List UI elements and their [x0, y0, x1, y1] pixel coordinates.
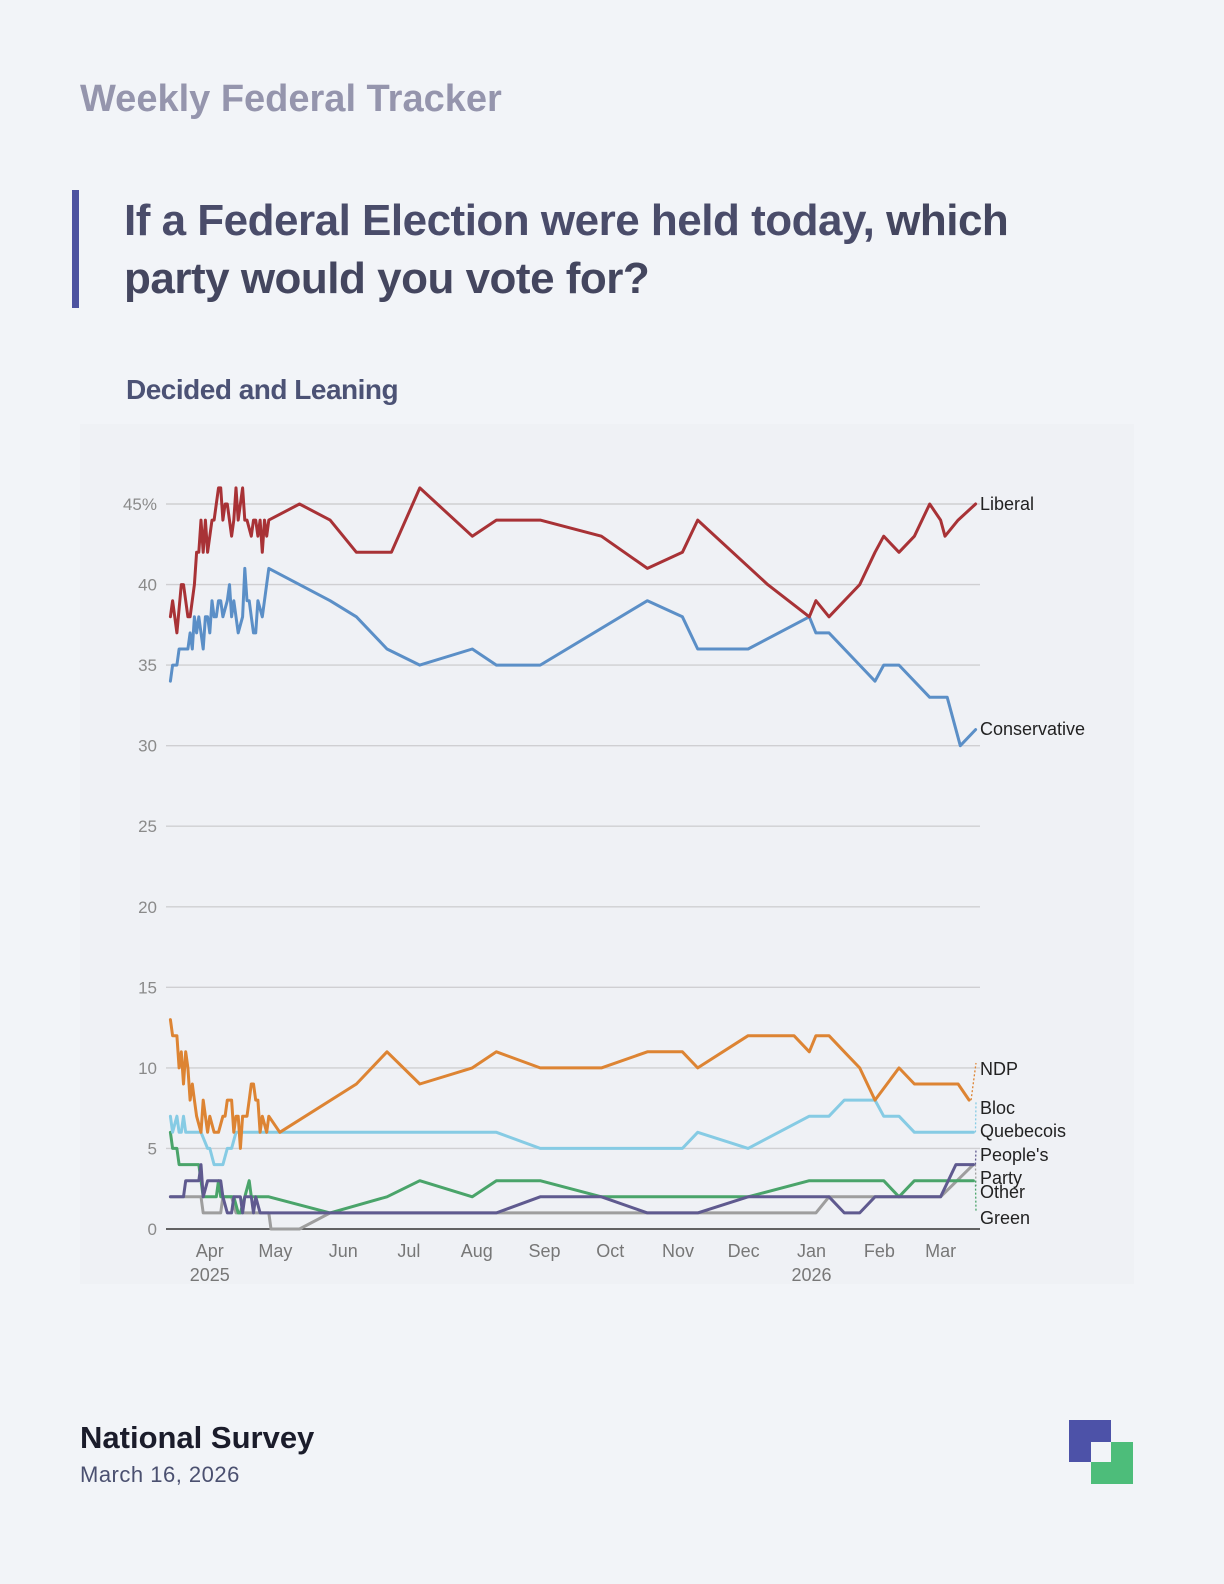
- x-tick-label: Jun: [329, 1241, 358, 1261]
- x-tick-label: Aug: [461, 1241, 493, 1261]
- x-tick-label: Apr: [196, 1241, 224, 1261]
- y-tick-label: 0: [148, 1220, 157, 1239]
- series-line: [168, 1130, 975, 1215]
- series-line: [168, 486, 978, 635]
- x-tick-label: Nov: [662, 1241, 694, 1261]
- x-tick-year: 2026: [791, 1265, 831, 1284]
- x-tick-label: May: [258, 1241, 292, 1261]
- x-tick-label: Dec: [728, 1241, 760, 1261]
- y-tick-label: 35: [138, 656, 157, 675]
- label-leader: [974, 1164, 977, 1187]
- question-accent-bar: [72, 190, 79, 308]
- footer-title: National Survey: [80, 1420, 315, 1455]
- y-tick-label: 40: [138, 576, 157, 595]
- x-tick-label: Mar: [925, 1241, 956, 1261]
- x-tick-label: Jul: [397, 1241, 420, 1261]
- question-text: If a Federal Election were held today,: [124, 196, 887, 245]
- logo-square-cutout: [1091, 1442, 1111, 1462]
- series-line: [168, 566, 978, 748]
- y-tick-label: 25: [138, 817, 157, 836]
- series-label: Bloc: [980, 1098, 1015, 1118]
- series-label: Quebecois: [980, 1121, 1066, 1141]
- x-tick-label: Feb: [864, 1241, 895, 1261]
- y-tick-label: 20: [138, 898, 157, 917]
- chart-container: 0 5 10 15 20 25 30 35 40 45% Apr 2025 May Jun Jul Aug Se…: [80, 424, 1134, 1284]
- y-tick-label: 15: [138, 978, 157, 997]
- y-tick-label: 30: [138, 737, 157, 756]
- series-label: People's: [980, 1145, 1048, 1165]
- series-label: Conservative: [980, 719, 1085, 739]
- series-label: Green: [980, 1208, 1030, 1228]
- x-tick-label: Oct: [596, 1241, 624, 1261]
- x-tick-year: 2025: [190, 1265, 230, 1284]
- x-tick-label: Jan: [797, 1241, 826, 1261]
- question-emphasis: which party would you vote for?: [124, 196, 1009, 303]
- x-tick-label: Sep: [529, 1241, 561, 1261]
- series-label: Other: [980, 1182, 1025, 1202]
- survey-question: If a Federal Election were held today, w…: [124, 192, 1084, 308]
- series-line: [168, 1098, 975, 1167]
- series-label: NDP: [980, 1059, 1018, 1079]
- series-line: [168, 1018, 971, 1150]
- series-label: Party: [980, 1168, 1022, 1188]
- footer-date: March 16, 2026: [80, 1462, 240, 1487]
- chart-subtitle: Decided and Leaning: [126, 374, 399, 405]
- label-leader: [974, 1180, 977, 1213]
- kicker-title: Weekly Federal Tracker: [80, 78, 502, 120]
- label-leader: [974, 1101, 977, 1133]
- series-line: [168, 1163, 975, 1215]
- series-label: Liberal: [980, 494, 1034, 514]
- series-line: [168, 1163, 975, 1231]
- y-tick-label: 10: [138, 1059, 157, 1078]
- label-leader: [974, 1148, 977, 1165]
- y-tick-label: 45%: [123, 495, 157, 514]
- brand-logo-icon: [1069, 1420, 1133, 1484]
- y-tick-label: 5: [148, 1139, 157, 1158]
